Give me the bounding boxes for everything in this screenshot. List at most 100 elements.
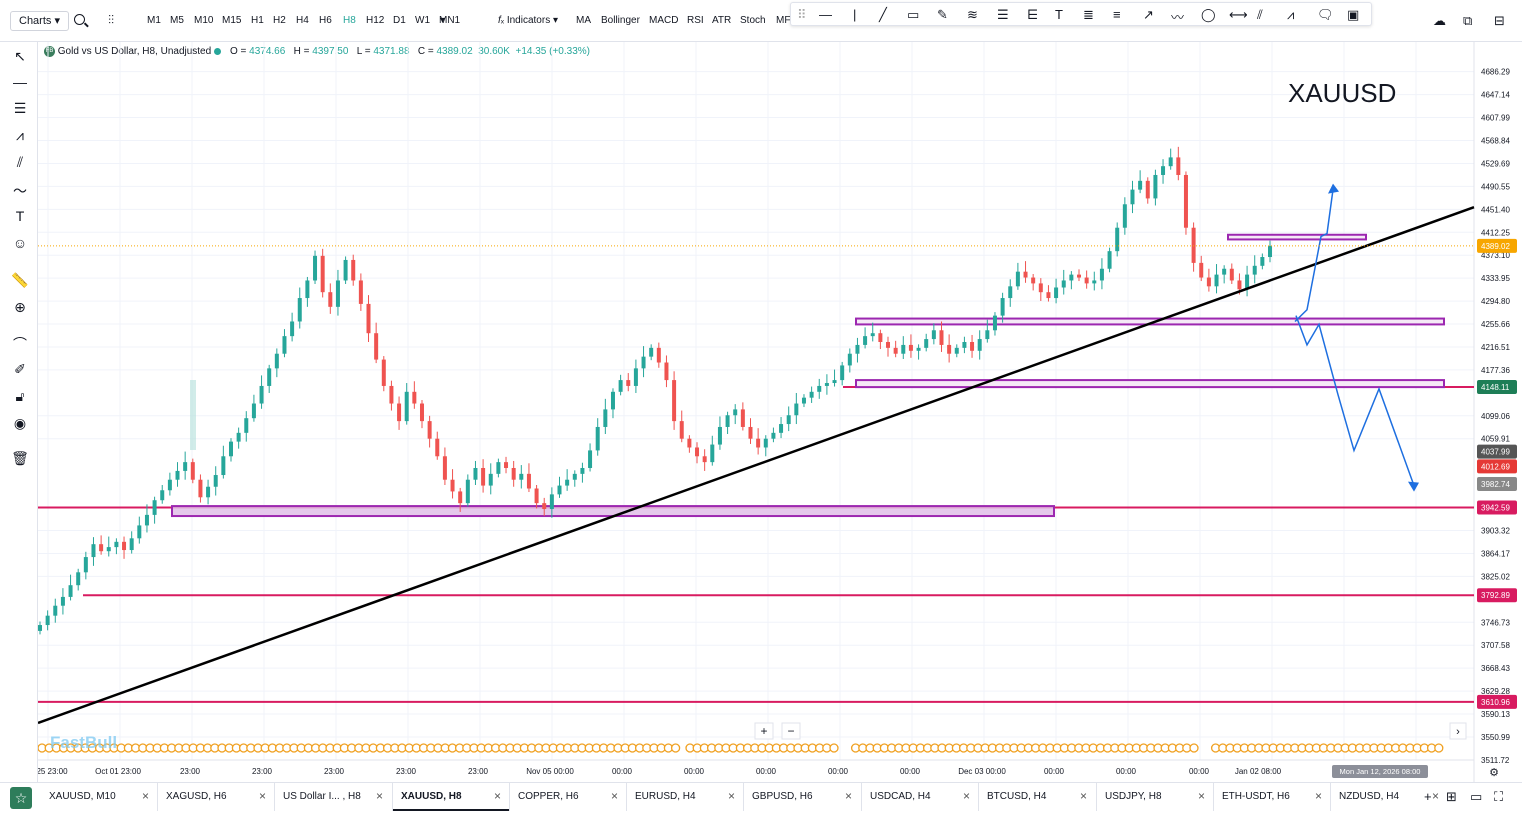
candle-body[interactable] — [198, 479, 203, 498]
candle-body[interactable] — [53, 605, 58, 616]
projection-path-up[interactable] — [1294, 189, 1334, 323]
candle-body[interactable] — [1229, 268, 1234, 281]
candle-body[interactable] — [1222, 268, 1227, 275]
candle-body[interactable] — [572, 473, 577, 480]
symbol-tab[interactable]: USDCAD, H4 — [870, 791, 931, 802]
candle-body[interactable] — [335, 280, 340, 307]
candle-body[interactable] — [794, 403, 799, 416]
candle-body[interactable] — [931, 330, 936, 340]
ray-icon[interactable]: ⟷ — [1229, 7, 1248, 22]
timeframe-dropdown-icon[interactable]: ▾ — [440, 15, 446, 26]
candle-body[interactable] — [1099, 268, 1104, 281]
candle-body[interactable] — [282, 336, 287, 354]
candle-body[interactable] — [1023, 271, 1028, 278]
timeframe-h6[interactable]: H6 — [319, 15, 332, 26]
brush-icon[interactable]: ✎ — [937, 7, 948, 22]
candle-body[interactable] — [977, 339, 982, 351]
candle-body[interactable] — [259, 385, 264, 404]
candle-body[interactable] — [603, 409, 608, 427]
ellipse-icon[interactable]: ◯ — [1201, 7, 1216, 22]
close-tab-icon[interactable]: × — [845, 789, 853, 803]
candle-body[interactable] — [1130, 189, 1135, 205]
lock-icon[interactable]: 🔓︎ — [15, 388, 25, 404]
candle-body[interactable] — [786, 415, 791, 425]
close-tab-icon[interactable]: × — [728, 789, 736, 803]
fib-fan-icon[interactable]: ⋿ — [1027, 7, 1039, 22]
candle-body[interactable] — [740, 409, 745, 427]
candle-body[interactable] — [1153, 174, 1158, 199]
candle-body[interactable] — [1199, 262, 1204, 278]
symbol-tab[interactable]: NZDUSD, H4 — [1339, 791, 1400, 802]
candle-body[interactable] — [748, 426, 753, 439]
emoji-tool-icon[interactable]: ☺ — [12, 235, 28, 251]
gann-icon[interactable]: ≡ — [1113, 7, 1121, 22]
candle-body[interactable] — [244, 418, 249, 433]
candle-body[interactable] — [137, 525, 142, 539]
timeframe-mn1[interactable]: MN1 — [439, 15, 461, 26]
zoom-out-button[interactable] — [781, 722, 801, 740]
timeframe-m15[interactable]: M15 — [222, 15, 242, 26]
candle-body[interactable] — [473, 467, 478, 480]
candle-body[interactable] — [717, 426, 722, 445]
candle-body[interactable] — [129, 538, 134, 551]
candle-body[interactable] — [450, 479, 455, 492]
candle-body[interactable] — [779, 424, 784, 433]
candle-body[interactable] — [908, 344, 913, 351]
scroll-right-button[interactable] — [1449, 722, 1467, 740]
zoom-in-button[interactable] — [754, 722, 774, 740]
candle-body[interactable] — [419, 403, 424, 422]
candle-body[interactable] — [809, 391, 814, 398]
candle-body[interactable] — [1168, 157, 1173, 167]
candle-body[interactable] — [687, 438, 692, 448]
ruler-icon[interactable]: 📏 — [11, 272, 29, 288]
candle-body[interactable] — [771, 432, 776, 439]
candle-body[interactable] — [213, 475, 218, 487]
zoom-in-icon[interactable]: ⊕ — [14, 299, 26, 315]
candle-body[interactable] — [76, 572, 81, 586]
candle-body[interactable] — [251, 403, 256, 419]
candle-body[interactable] — [160, 490, 165, 501]
symbol-tab[interactable]: ETH-USDT, H6 — [1222, 791, 1290, 802]
economic-event-icon[interactable] — [670, 743, 681, 753]
candle-body[interactable] — [1008, 286, 1013, 299]
candle-body[interactable] — [695, 447, 700, 457]
trend-line[interactable] — [38, 206, 1475, 725]
cursor-icon[interactable]: ↖ — [14, 48, 26, 64]
close-tab-icon[interactable]: × — [611, 789, 619, 803]
candle-body[interactable] — [206, 486, 211, 498]
candle-body[interactable] — [183, 462, 188, 471]
indicators-button[interactable]: fₓ Indicators ▾ — [498, 15, 559, 26]
candle-body[interactable] — [1176, 157, 1181, 175]
candle-body[interactable] — [939, 330, 944, 345]
text-tool-icon[interactable]: T — [15, 208, 25, 224]
candle-body[interactable] — [167, 479, 172, 491]
candle-body[interactable] — [1245, 274, 1250, 290]
candle-body[interactable] — [374, 333, 379, 360]
indicator-bollinger[interactable]: Bollinger — [601, 15, 640, 26]
symbol-tab[interactable]: XAUUSD, M10 — [49, 791, 116, 802]
symbol-tab[interactable]: XAUUSD, H8 — [401, 791, 462, 802]
price-zone-rectangle[interactable] — [1227, 233, 1367, 241]
candle-body[interactable] — [878, 333, 883, 342]
candle-body[interactable] — [1107, 251, 1112, 269]
fib-tool-icon[interactable]: ☰ — [13, 100, 27, 116]
vertical-line-icon[interactable]: | — [853, 7, 857, 22]
candle-body[interactable] — [488, 473, 493, 486]
candle-body[interactable] — [221, 456, 226, 476]
visibility-eye-icon[interactable]: ◉ — [13, 415, 27, 431]
candle-body[interactable] — [511, 467, 516, 480]
channel-icon[interactable]: ⫽ — [1257, 7, 1263, 22]
candle-body[interactable] — [1206, 277, 1211, 287]
symbol-tab[interactable]: GBPUSD, H6 — [752, 791, 813, 802]
timeframe-m5[interactable]: M5 — [170, 15, 184, 26]
magnet-icon[interactable]: ⌒ — [13, 336, 27, 352]
close-tab-icon[interactable]: × — [1080, 789, 1088, 803]
candle-body[interactable] — [1000, 298, 1005, 316]
candle-body[interactable] — [763, 438, 768, 448]
candle-body[interactable] — [297, 298, 302, 322]
candle-body[interactable] — [343, 259, 348, 281]
candle-body[interactable] — [557, 485, 562, 495]
candle-body[interactable] — [824, 383, 829, 386]
price-zone-rectangle[interactable] — [171, 505, 1055, 518]
candle-body[interactable] — [91, 544, 96, 558]
